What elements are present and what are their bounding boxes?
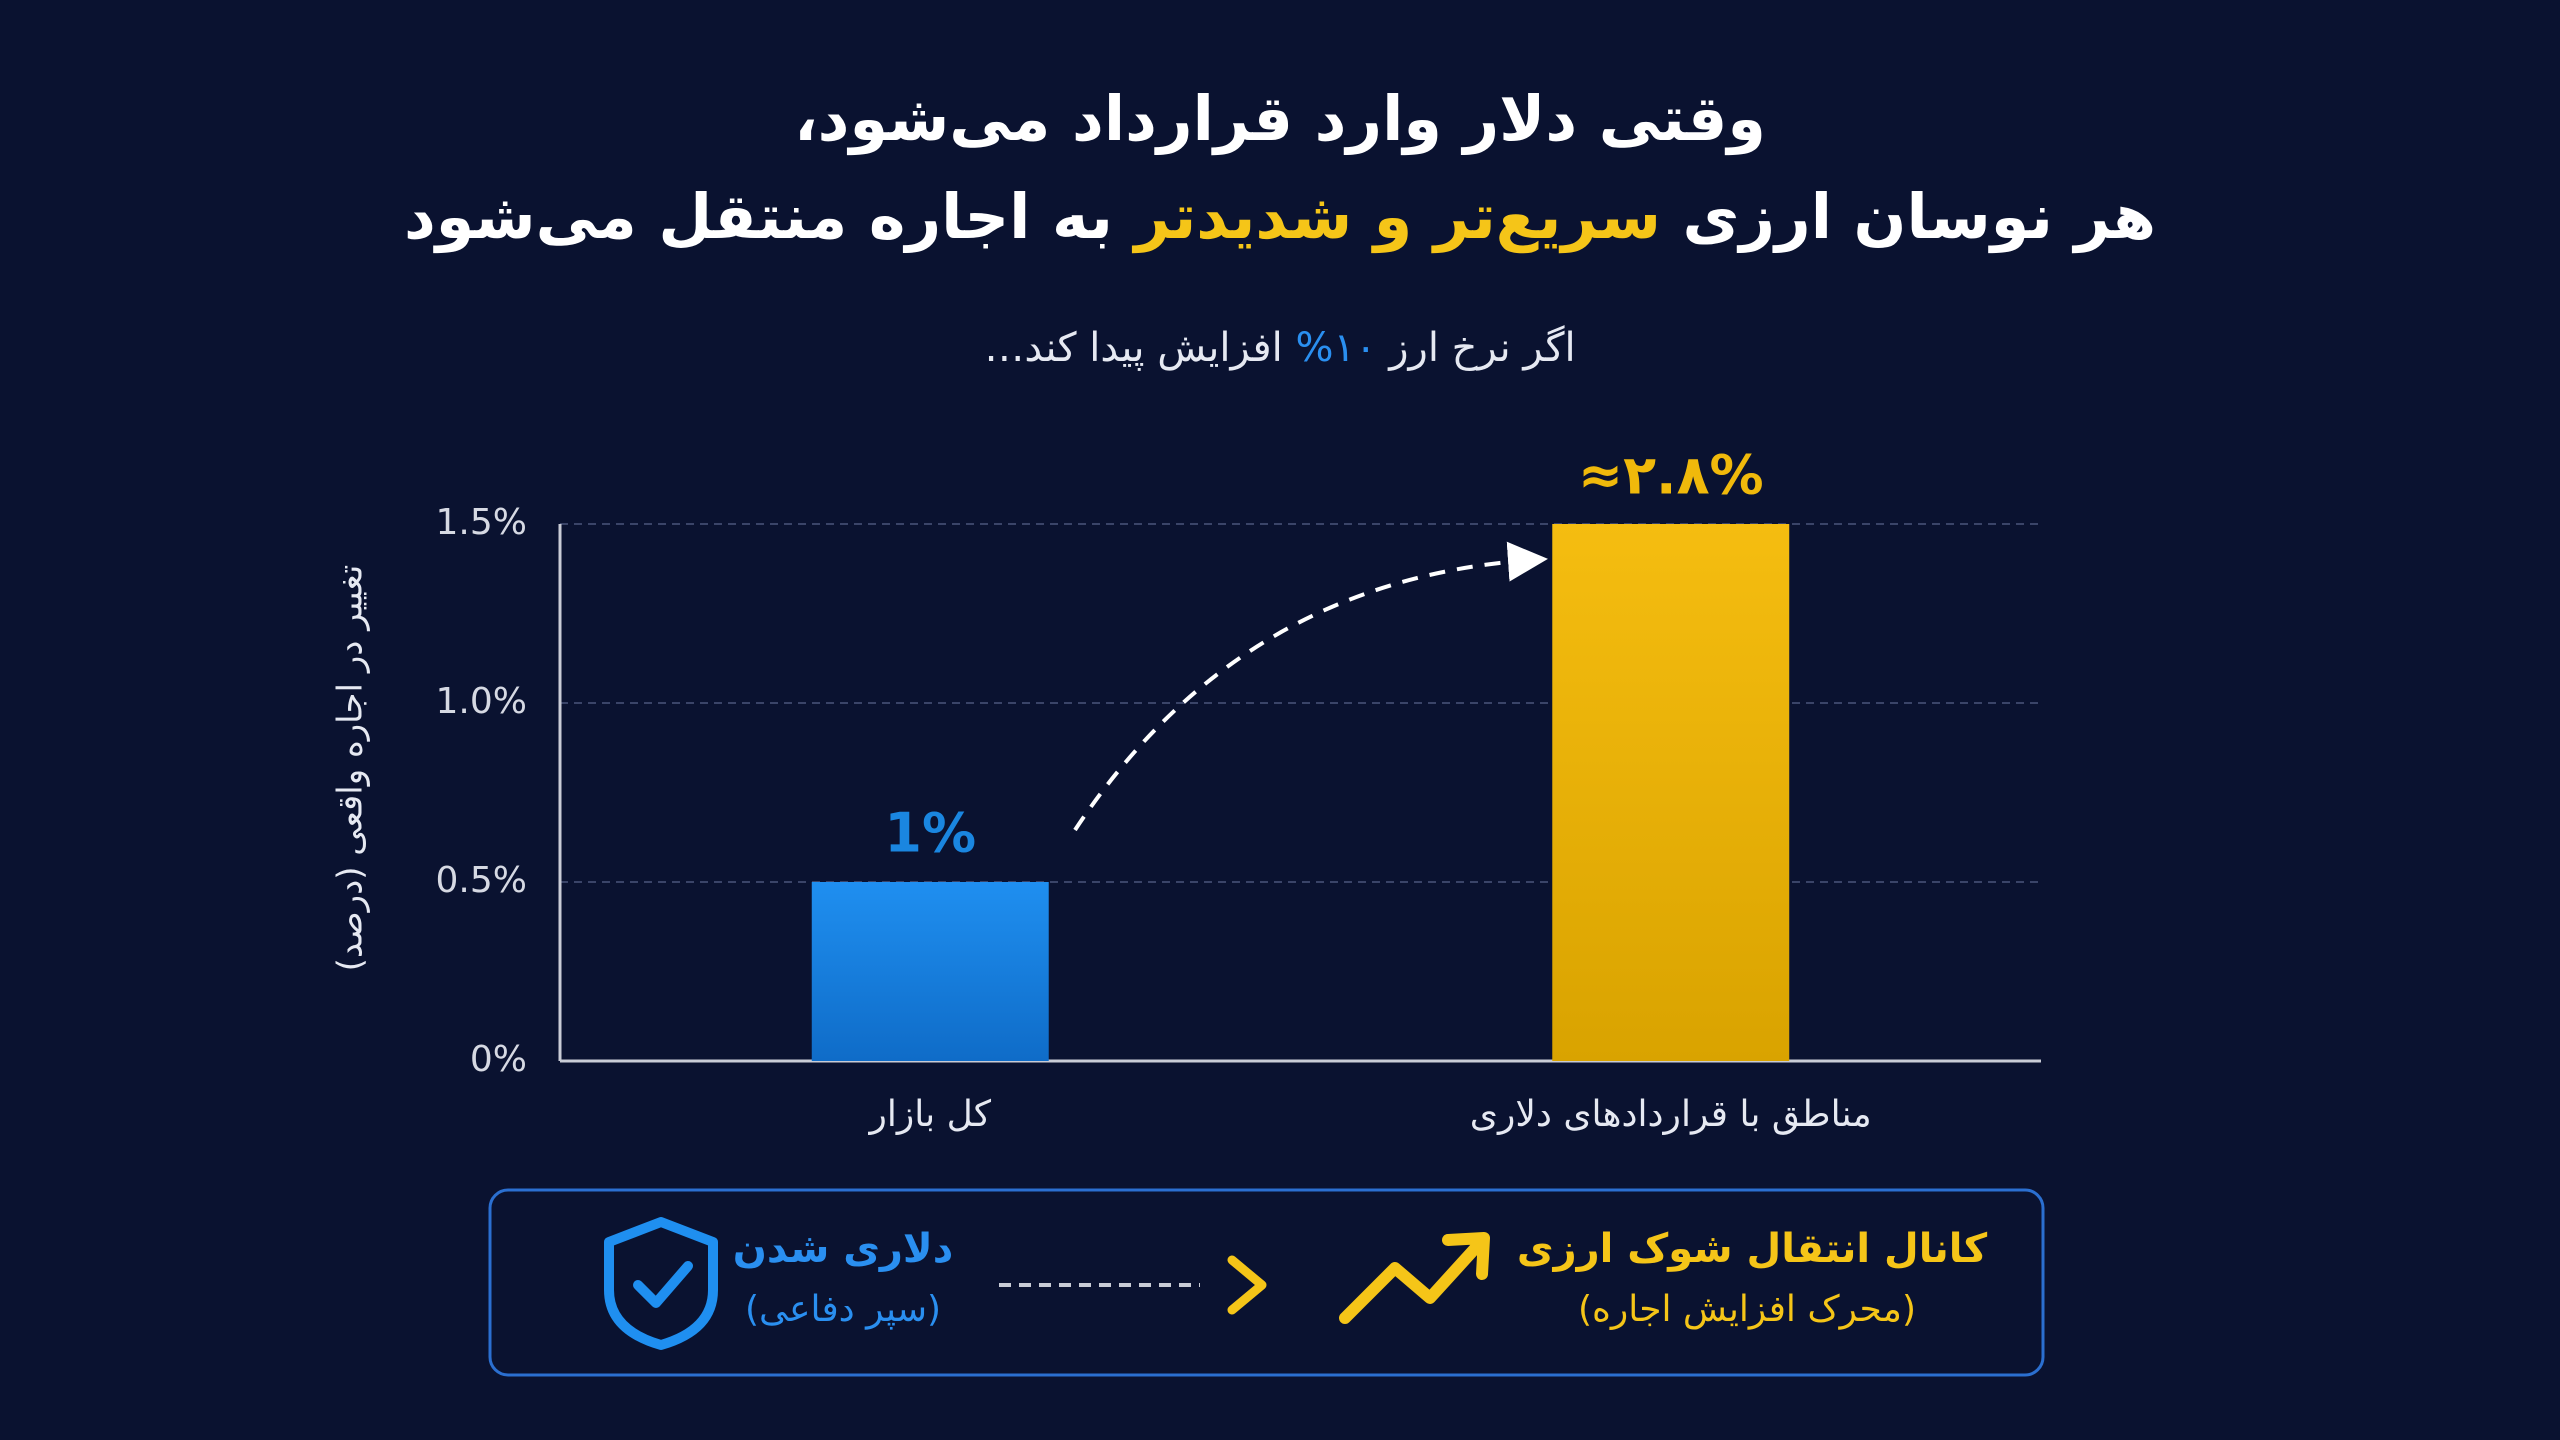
text-segment: ۱۰% xyxy=(1295,325,1377,371)
shield-check xyxy=(633,1261,693,1308)
chart-subtitle: اگر نرخ ارز ۱۰% افزایش پیدا کند… xyxy=(0,325,2560,371)
y-tick-label: 1.0% xyxy=(436,681,527,722)
text-segment: افزایش پیدا کند… xyxy=(984,325,1296,371)
text-segment: سریع‌تر و شدیدتر xyxy=(1134,180,1661,253)
text-segment: هر نوسان ارزی xyxy=(1660,180,2157,253)
channel-subtitle: (محرک افزایش اجاره) xyxy=(1578,1289,1916,1330)
text-segment: وقتی دلار وارد قرارداد می‌شود، xyxy=(794,82,1766,155)
bar-annotation: 1% xyxy=(884,802,976,865)
bar xyxy=(811,882,1049,1061)
chart-title: هر نوسان ارزی سریع‌تر و شدیدتر به اجاره … xyxy=(0,180,2560,253)
y-tick-label: 0% xyxy=(470,1039,527,1080)
text-segment: به اجاره منتقل می‌شود xyxy=(403,180,1135,253)
flow-arrow xyxy=(1073,541,1548,832)
text-segment: اگر نرخ ارز xyxy=(1376,325,1576,371)
arrow-head xyxy=(1227,1255,1267,1315)
channel-title: کانال انتقال شوک ارزی xyxy=(1517,1226,1988,1272)
shield-icon xyxy=(604,1217,718,1350)
trend-icon xyxy=(1339,1232,1490,1324)
y-tick-label: 1.5% xyxy=(436,502,527,543)
x-tick-label: کل بازار xyxy=(867,1094,991,1135)
bar-annotation: ≈۲.۸% xyxy=(1578,444,1764,507)
note-box xyxy=(488,1188,2045,1377)
x-tick-label: مناطق با قراردادهای دلاری xyxy=(1470,1094,1872,1135)
y-axis-label: تغییر در اجاره واقعی (درصد) xyxy=(331,565,371,972)
chart-title: وقتی دلار وارد قرارداد می‌شود، xyxy=(0,82,2560,155)
bar xyxy=(1552,524,1790,1061)
shield-subtitle: (سپر دفاعی) xyxy=(745,1289,941,1330)
y-tick-label: 0.5% xyxy=(436,860,527,901)
shield-title: دلاری شدن xyxy=(733,1226,954,1272)
